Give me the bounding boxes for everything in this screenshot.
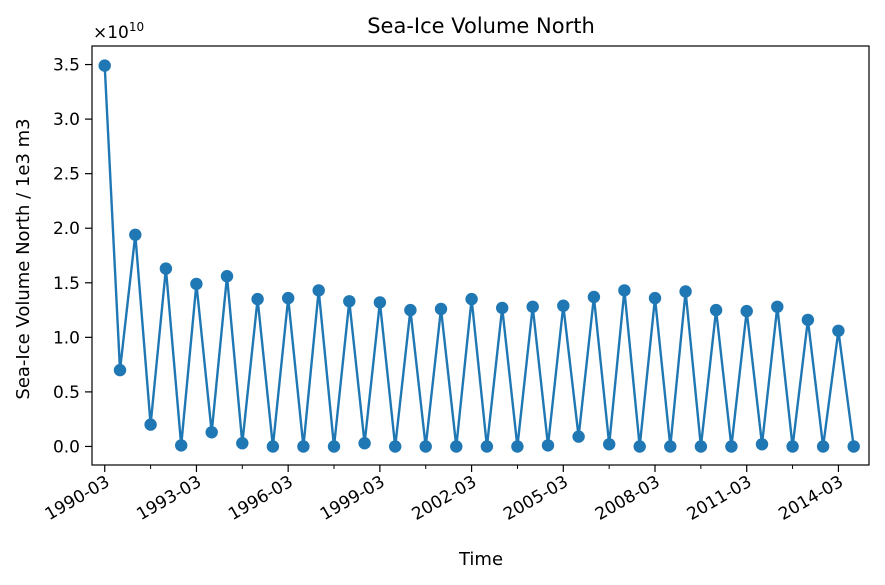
- data-point: [312, 284, 325, 297]
- data-point: [251, 292, 264, 306]
- y-tick-label: 3.5: [53, 56, 80, 76]
- data-point: [327, 440, 341, 453]
- data-point: [419, 440, 432, 453]
- data-point: [786, 440, 799, 453]
- x-tick-label: 2008-03: [592, 472, 664, 525]
- series-line: [103, 65, 855, 447]
- data-point: [465, 292, 478, 306]
- y-tick-label: 1.0: [53, 328, 80, 348]
- y-tick-label: 1.5: [53, 274, 80, 294]
- data-point: [266, 440, 280, 453]
- data-point: [282, 291, 295, 305]
- y-axis-label: Sea-Ice Volume North / 1e3 m3: [13, 118, 34, 399]
- data-point: [113, 363, 127, 377]
- data-point: [297, 440, 310, 453]
- data-point: [450, 440, 463, 453]
- data-point: [679, 285, 692, 298]
- data-point: [175, 439, 188, 452]
- data-point: [771, 300, 784, 313]
- x-tick-label: 2011-03: [684, 472, 756, 525]
- data-point: [373, 296, 387, 309]
- data-point: [205, 426, 218, 439]
- y-tick-label: 2.5: [53, 165, 80, 185]
- data-point: [816, 440, 830, 453]
- data-point: [389, 440, 402, 453]
- x-tick-label: 2014-03: [775, 472, 847, 525]
- x-tick-label: 2005-03: [500, 472, 572, 525]
- data-point: [725, 440, 738, 453]
- data-point: [144, 418, 157, 431]
- data-point: [603, 438, 616, 451]
- data-point: [236, 437, 249, 450]
- x-tick-label: 1999-03: [317, 472, 389, 525]
- data-point: [496, 301, 509, 315]
- data-point: [587, 290, 601, 304]
- data-point: [618, 284, 631, 297]
- plot-frame: [91, 45, 870, 466]
- data-point: [572, 430, 585, 443]
- data-point: [633, 440, 646, 453]
- data-point: [129, 228, 142, 241]
- data-point: [480, 440, 494, 453]
- y-tick-label: 3.0: [53, 110, 80, 130]
- data-point: [98, 59, 111, 72]
- data-point: [648, 291, 662, 305]
- x-tick-label: 1993-03: [133, 472, 205, 525]
- data-point: [832, 324, 845, 337]
- data-point: [755, 438, 769, 451]
- data-point: [801, 313, 815, 327]
- data-point: [557, 299, 570, 312]
- chart-title: Sea-Ice Volume North: [367, 14, 595, 38]
- data-point: [541, 439, 555, 452]
- data-point: [847, 440, 860, 453]
- series-markers: [98, 59, 860, 453]
- data-point: [694, 440, 708, 453]
- x-axis-label: Time: [458, 549, 503, 570]
- data-point: [434, 302, 448, 316]
- data-point: [343, 295, 356, 308]
- y-tick-label: 0.5: [53, 383, 80, 403]
- data-point: [190, 277, 203, 291]
- data-point: [511, 440, 524, 453]
- y-tick-label: 2.0: [53, 219, 80, 239]
- x-tick-label: 1996-03: [225, 472, 297, 525]
- data-point: [664, 440, 677, 453]
- data-point: [740, 304, 753, 318]
- x-tick-label: 1990-03: [42, 472, 114, 525]
- data-point: [404, 303, 417, 317]
- axes-ticks: 0.0 0.5 1.0 1.5 2.0 2.5 3.0 3.5 1990-03 1993-03 19…: [42, 56, 847, 525]
- y-tick-label: 0.0: [53, 437, 80, 457]
- data-point: [526, 300, 539, 313]
- data-point: [358, 437, 371, 450]
- data-point: [220, 270, 234, 283]
- data-point: [159, 262, 173, 275]
- data-point: [709, 303, 723, 317]
- x-tick-label: 2002-03: [409, 472, 481, 525]
- y-offset-label: ×1010: [93, 20, 144, 43]
